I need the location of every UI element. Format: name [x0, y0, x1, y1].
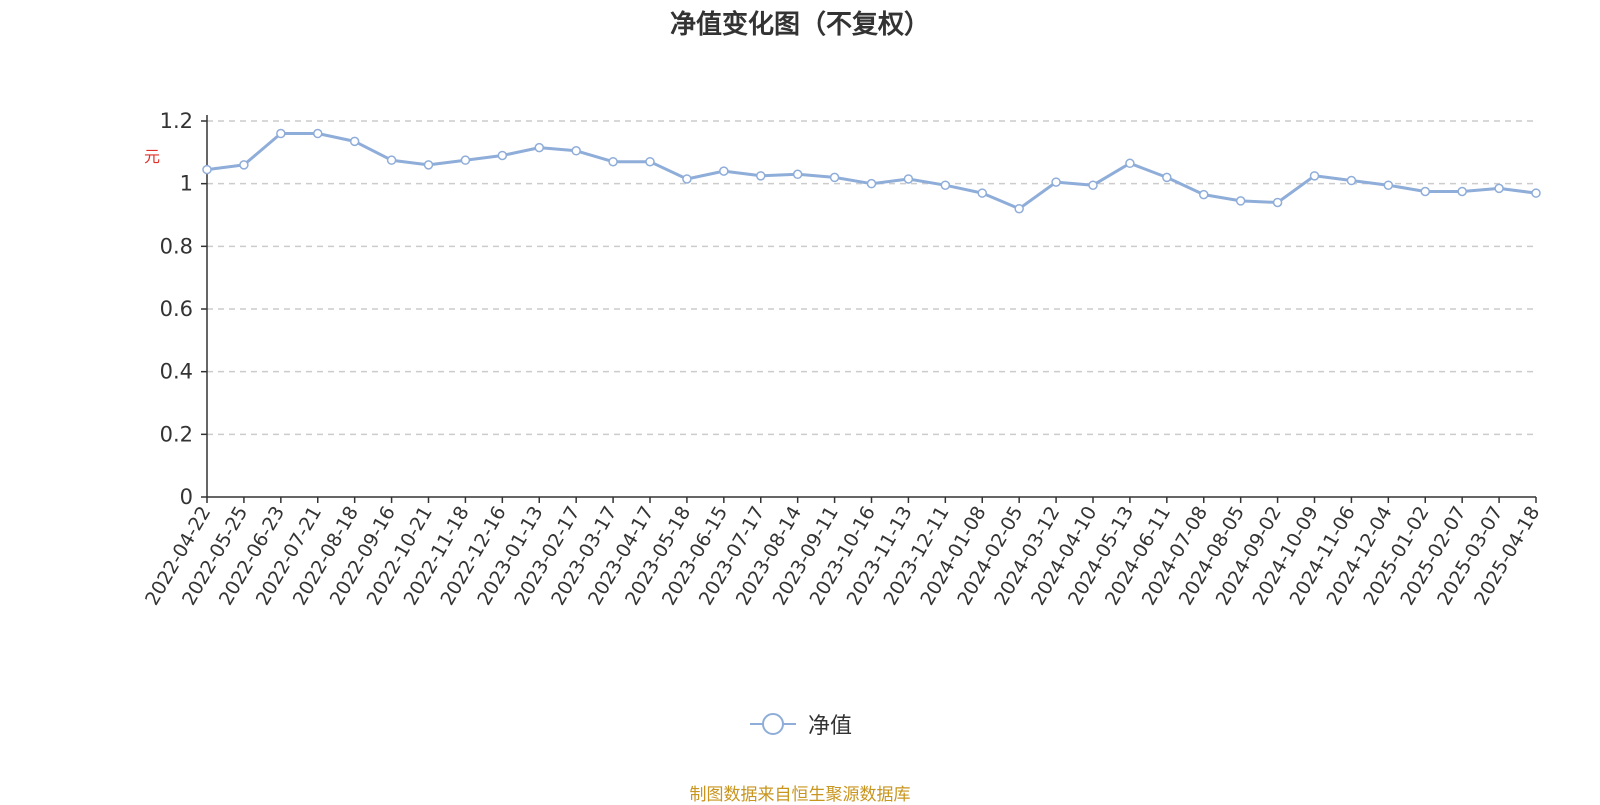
- y-tick-label: 1.2: [160, 109, 193, 133]
- data-point: [497, 150, 508, 161]
- data-point: [977, 188, 987, 198]
- data-point: [1162, 172, 1172, 183]
- data-point: [313, 128, 323, 139]
- y-tick-label: 1: [180, 172, 193, 196]
- data-point: [1051, 177, 1061, 187]
- data-point: [202, 164, 212, 175]
- y-tick-label: 0: [180, 485, 193, 509]
- data-point: [866, 178, 877, 189]
- data-point: [571, 146, 581, 156]
- data-point: [645, 156, 655, 167]
- data-point: [829, 172, 840, 183]
- data-point: [608, 156, 618, 167]
- data-point: [1014, 203, 1024, 214]
- series-line: [206, 132, 1537, 211]
- data-point: [1531, 188, 1541, 198]
- x-axis: 2022-04-222022-05-252022-06-232022-07-21…: [141, 496, 1544, 609]
- grid-lines: [207, 120, 1536, 436]
- data-point: [940, 180, 951, 190]
- data-point: [792, 169, 803, 180]
- data-point: [1457, 186, 1467, 197]
- y-axis-label: 元: [141, 148, 160, 164]
- data-point: [682, 174, 692, 184]
- y-tick-label: 0.6: [160, 297, 193, 321]
- data-point: [756, 171, 766, 181]
- data-point: [1125, 158, 1135, 169]
- source-note: 制图数据来自恒生聚源数据库: [689, 785, 911, 805]
- y-tick-label: 0.8: [160, 234, 193, 258]
- data-point: [460, 155, 471, 165]
- data-point: [276, 128, 286, 139]
- line-chart: 0 0.2 0.4 0.6 0.8 1 1.2 2022-04-222022-05-2520…: [141, 109, 1544, 609]
- data-point: [349, 136, 360, 147]
- data-point: [719, 166, 729, 176]
- data-point: [423, 160, 434, 170]
- data-point: [1235, 196, 1246, 206]
- data-point: [1346, 175, 1357, 186]
- legend[interactable]: 净值: [0, 708, 1600, 740]
- data-point: [1199, 189, 1209, 200]
- data-point: [386, 155, 397, 165]
- data-point: [903, 174, 914, 184]
- data-point: [534, 142, 544, 153]
- y-tick-label: 0.2: [160, 422, 193, 446]
- chart-title: 净值变化图（不复权）: [669, 10, 930, 40]
- legend-label: 净值: [807, 714, 852, 739]
- circle-line-icon: [749, 713, 796, 735]
- data-point: [1309, 171, 1320, 181]
- data-point: [1383, 180, 1394, 190]
- data-point: [1088, 180, 1098, 190]
- data-point: [239, 160, 249, 170]
- data-point: [1272, 197, 1283, 208]
- data-point: [1494, 183, 1504, 194]
- series-layer: [202, 128, 1541, 214]
- y-axis: 0 0.2 0.4 0.6 0.8 1 1.2: [160, 109, 208, 509]
- data-point: [1420, 186, 1430, 197]
- y-tick-label: 0.4: [160, 360, 193, 384]
